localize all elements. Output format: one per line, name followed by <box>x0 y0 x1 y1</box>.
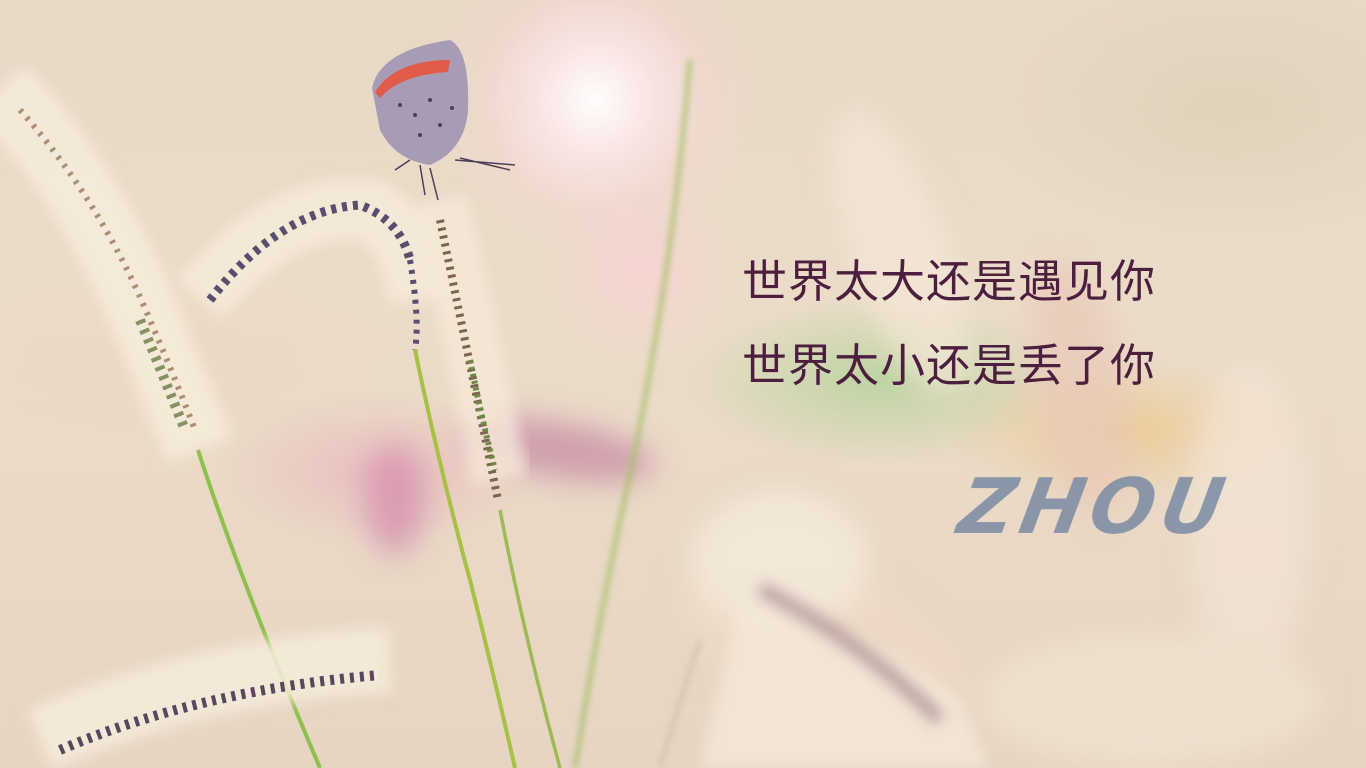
signature: ZHOU <box>952 462 1237 551</box>
plume-center <box>412 193 562 768</box>
background-stems <box>572 59 702 768</box>
quote-line-2: 世界太小还是丢了你 <box>742 339 1157 392</box>
plume-middle <box>175 178 517 768</box>
butterfly-icon <box>372 40 516 201</box>
foreground-plume-right <box>700 582 990 768</box>
quote-line-1: 世界太大还是遇见你 <box>742 255 1157 308</box>
plume-bottom-left <box>26 627 392 768</box>
plume-left <box>0 65 322 768</box>
